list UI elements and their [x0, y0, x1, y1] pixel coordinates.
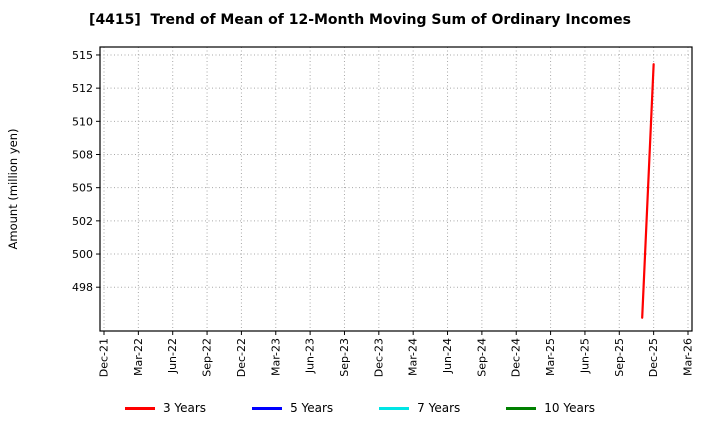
x-tick-label: Sep-24	[475, 338, 488, 377]
legend-item-5-years: 5 Years	[252, 401, 333, 415]
legend-swatch	[379, 406, 410, 410]
x-tick-label: Jun-23	[304, 338, 317, 374]
legend: 3 Years 5 Years 7 Years 10 Years	[0, 401, 720, 415]
y-tick-label: 498	[72, 281, 93, 294]
legend-label: 3 Years	[162, 401, 207, 415]
y-tick-label: 515	[72, 49, 93, 62]
x-tick-label: Jun-24	[441, 338, 454, 374]
y-tick-label: 505	[72, 182, 93, 195]
plot-border	[99, 46, 693, 332]
legend-item-7-years: 7 Years	[379, 401, 460, 415]
x-tick-label: Jun-25	[578, 338, 591, 374]
x-tick-label: Dec-21	[98, 338, 111, 377]
legend-label: 5 Years	[290, 401, 334, 415]
legend-swatch	[252, 406, 283, 410]
x-tick-label: Jun-22	[166, 338, 179, 374]
chart-title: [4415] Trend of Mean of 12-Month Moving …	[89, 12, 631, 28]
x-tick-label: Dec-22	[235, 338, 248, 377]
y-tick-label: 512	[72, 82, 93, 95]
y-tick-label: 508	[72, 148, 93, 161]
legend-swatch	[506, 406, 537, 410]
x-tick-label: Dec-24	[510, 338, 523, 377]
x-tick-label: Mar-25	[544, 338, 557, 376]
legend-item-3-years: 3 Years	[124, 401, 207, 415]
x-tick-label: Mar-24	[407, 338, 420, 376]
x-tick-label: Sep-23	[338, 338, 351, 377]
y-tick-label: 502	[72, 215, 93, 228]
x-tick-label: Mar-26	[681, 338, 694, 376]
legend-item-10-years: 10 Years	[506, 401, 595, 415]
legend-swatch	[124, 406, 155, 410]
legend-label: 7 Years	[417, 401, 461, 415]
x-tick-label: Mar-22	[132, 338, 145, 376]
legend-label: 10 Years	[544, 401, 596, 415]
x-tick-label: Sep-25	[613, 338, 626, 377]
y-tick-label: 510	[72, 115, 93, 128]
x-tick-label: Mar-23	[269, 338, 282, 376]
series-line-3-years	[641, 63, 655, 319]
x-tick-label: Sep-22	[201, 338, 214, 377]
x-tick-label: Dec-25	[647, 338, 660, 377]
x-tick-label: Dec-23	[372, 338, 385, 377]
y-tick-label: 500	[72, 248, 93, 261]
